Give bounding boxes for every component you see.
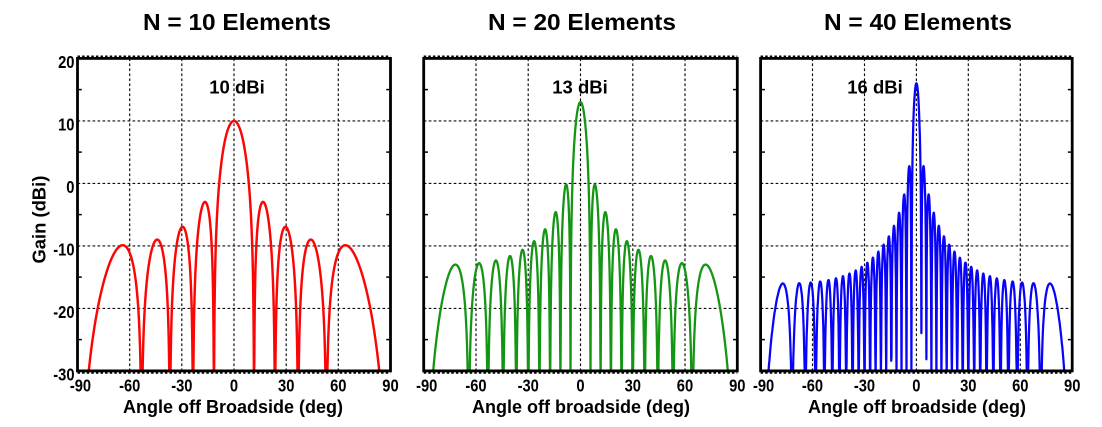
svg-text:-60: -60: [119, 376, 140, 396]
svg-text:-10: -10: [53, 240, 74, 260]
svg-text:N = 20 Elements: N = 20 Elements: [488, 9, 676, 35]
svg-text:-30: -30: [171, 376, 192, 396]
svg-text:-90: -90: [70, 376, 91, 396]
svg-text:-90: -90: [416, 376, 437, 396]
svg-text:60: 60: [677, 376, 693, 396]
svg-text:90: 90: [1064, 376, 1080, 396]
svg-text:0: 0: [576, 376, 584, 396]
svg-text:N = 40 Elements: N = 40 Elements: [824, 9, 1012, 35]
svg-text:-20: -20: [53, 302, 74, 322]
svg-text:-30: -30: [518, 376, 539, 396]
svg-text:0: 0: [230, 376, 238, 396]
svg-text:-90: -90: [753, 376, 774, 396]
svg-text:0: 0: [66, 177, 74, 197]
svg-text:90: 90: [729, 376, 745, 396]
svg-text:Angle off Broadside (deg): Angle off Broadside (deg): [123, 397, 343, 417]
svg-text:-60: -60: [465, 376, 486, 396]
svg-text:Gain (dBi): Gain (dBi): [29, 176, 50, 264]
svg-text:90: 90: [382, 376, 398, 396]
svg-text:Angle off broadside (deg): Angle off broadside (deg): [472, 397, 690, 417]
svg-text:60: 60: [1012, 376, 1028, 396]
svg-text:60: 60: [330, 376, 346, 396]
svg-text:-30: -30: [854, 376, 875, 396]
svg-text:30: 30: [960, 376, 976, 396]
svg-text:-30: -30: [53, 365, 74, 385]
svg-text:16 dBi: 16 dBi: [847, 77, 903, 98]
svg-text:0: 0: [912, 376, 920, 396]
svg-text:Angle off broadside (deg): Angle off broadside (deg): [808, 397, 1026, 417]
svg-text:20: 20: [58, 52, 74, 72]
svg-text:10 dBi: 10 dBi: [209, 77, 265, 98]
svg-text:30: 30: [625, 376, 641, 396]
svg-text:30: 30: [278, 376, 294, 396]
svg-text:N = 10 Elements: N = 10 Elements: [143, 9, 331, 35]
svg-text:10: 10: [58, 115, 74, 135]
svg-text:-60: -60: [802, 376, 823, 396]
svg-text:13 dBi: 13 dBi: [552, 77, 608, 98]
